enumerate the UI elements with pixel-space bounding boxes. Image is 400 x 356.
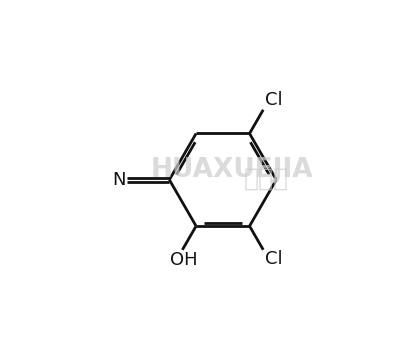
Text: N: N <box>112 171 126 189</box>
Text: 化学加: 化学加 <box>243 166 288 190</box>
Text: OH: OH <box>170 251 198 269</box>
Text: Cl: Cl <box>265 250 282 268</box>
Text: Cl: Cl <box>265 91 282 109</box>
Text: HUAXUEJIA: HUAXUEJIA <box>150 157 313 183</box>
